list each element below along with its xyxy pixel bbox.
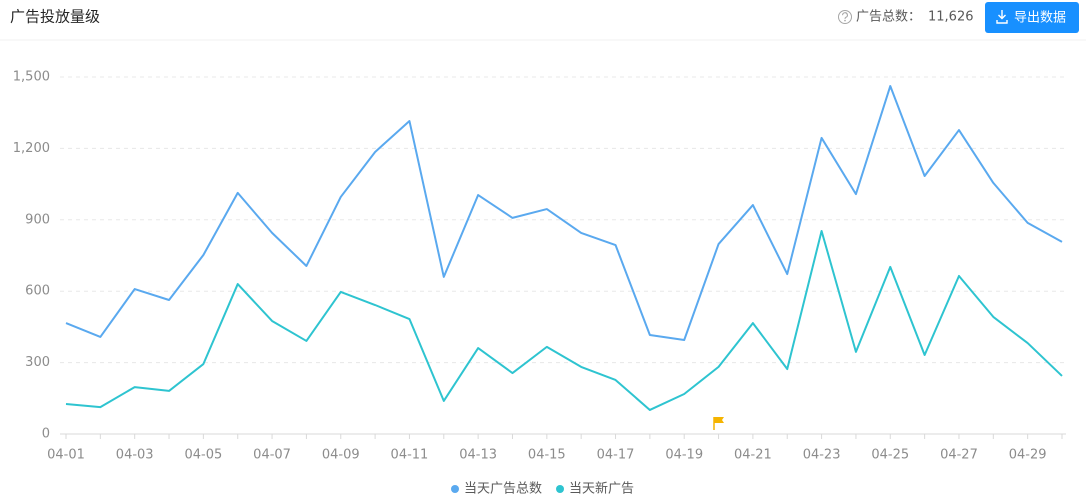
series-line (65, 229, 1063, 411)
legend-label: 当天广告总数 (464, 482, 542, 497)
panel-title: 广告投放量级 (10, 8, 100, 26)
total-label: 广告总数： (856, 10, 921, 25)
x-tick-label: 04-11 (391, 448, 429, 463)
flag-marker (713, 417, 724, 430)
legend-swatch (556, 485, 565, 493)
x-tick-label: 04-21 (734, 448, 772, 463)
x-tick-label: 04-25 (871, 448, 909, 463)
y-tick-label: 600 (25, 284, 50, 299)
export-button-label[interactable]: 导出数据 (1014, 11, 1066, 26)
series-line (65, 85, 1063, 341)
x-tick-label: 04-09 (322, 448, 360, 463)
x-tick-label: 04-07 (253, 448, 291, 463)
x-tick-label: 04-17 (597, 448, 635, 463)
y-tick-label: 300 (25, 355, 50, 370)
y-tick-label: 900 (25, 212, 50, 227)
y-tick-label: 0 (42, 427, 50, 442)
x-tick-label: 04-13 (459, 448, 497, 463)
x-tick-label: 04-27 (940, 448, 978, 463)
x-tick-label: 04-29 (1009, 448, 1047, 463)
x-tick-label: 04-05 (184, 448, 222, 463)
help-icon (838, 10, 852, 24)
total-value: 11,626 (928, 10, 974, 25)
legend-swatch (451, 485, 459, 493)
x-tick-label: 04-03 (116, 448, 154, 463)
export-button[interactable]: 导出数据 (985, 2, 1079, 33)
legend-label: 当天新广告 (569, 481, 634, 497)
x-tick-label: 04-15 (528, 448, 566, 463)
x-tick-label: 04-23 (803, 448, 841, 463)
download-icon (996, 10, 1008, 24)
x-tick-label: 04-19 (665, 448, 703, 463)
x-tick-label: 04-01 (47, 448, 85, 463)
y-tick-label: 1,500 (13, 70, 50, 85)
y-tick-label: 1,200 (13, 141, 50, 156)
export-button-bg[interactable] (985, 2, 1079, 33)
